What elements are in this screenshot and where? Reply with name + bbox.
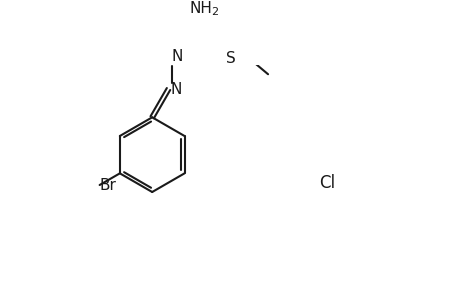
Text: 2: 2 [211, 8, 218, 17]
Text: Cl: Cl [319, 175, 335, 193]
Text: NH: NH [189, 1, 212, 16]
Text: S: S [226, 51, 236, 66]
Text: Br: Br [100, 178, 116, 193]
Text: N: N [170, 82, 181, 97]
Text: N: N [171, 49, 183, 64]
